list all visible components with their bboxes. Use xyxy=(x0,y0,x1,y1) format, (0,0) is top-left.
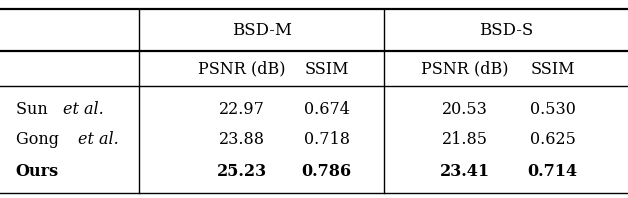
Text: et al.: et al. xyxy=(63,101,104,118)
Text: 0.625: 0.625 xyxy=(529,131,576,148)
Text: 20.53: 20.53 xyxy=(441,101,488,118)
Text: 22.97: 22.97 xyxy=(219,101,265,118)
Text: 25.23: 25.23 xyxy=(217,163,267,180)
Text: 23.88: 23.88 xyxy=(219,131,265,148)
Text: BSD-S: BSD-S xyxy=(479,22,533,39)
Text: 23.41: 23.41 xyxy=(440,163,490,180)
Text: Gong: Gong xyxy=(16,131,64,148)
Text: Ours: Ours xyxy=(16,163,59,180)
Text: PSNR (dB): PSNR (dB) xyxy=(198,61,286,78)
Text: 0.714: 0.714 xyxy=(528,163,578,180)
Text: 0.674: 0.674 xyxy=(303,101,350,118)
Text: 0.786: 0.786 xyxy=(301,163,352,180)
Text: Sun: Sun xyxy=(16,101,53,118)
Text: 0.718: 0.718 xyxy=(303,131,350,148)
Text: BSD-M: BSD-M xyxy=(232,22,292,39)
Text: SSIM: SSIM xyxy=(531,61,575,78)
Text: PSNR (dB): PSNR (dB) xyxy=(421,61,509,78)
Text: et al.: et al. xyxy=(78,131,119,148)
Text: SSIM: SSIM xyxy=(305,61,349,78)
Text: 0.530: 0.530 xyxy=(529,101,576,118)
Text: 21.85: 21.85 xyxy=(441,131,488,148)
